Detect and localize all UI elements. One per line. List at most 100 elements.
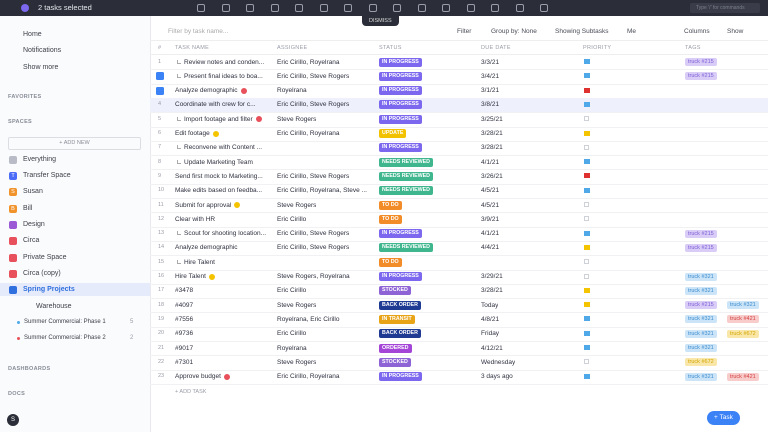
- space-item[interactable]: Private Space: [23, 253, 67, 261]
- task-name[interactable]: Edit footage: [175, 130, 210, 137]
- command-search[interactable]: Type '/' for commands: [690, 3, 760, 13]
- folder[interactable]: Warehouse: [36, 303, 72, 310]
- toolbar-icon[interactable]: [515, 4, 524, 12]
- due-date[interactable]: 3/25/21: [481, 115, 503, 123]
- priority-flag[interactable]: [584, 359, 589, 365]
- toolbar-icon[interactable]: [319, 4, 328, 12]
- assignee[interactable]: Royelrana: [277, 87, 307, 95]
- due-date[interactable]: 4/12/21: [481, 344, 503, 352]
- status-pill[interactable]: IN PROGRESS: [379, 71, 422, 81]
- task-name[interactable]: Approve budget: [175, 373, 221, 381]
- task-name[interactable]: #7301: [175, 358, 194, 366]
- assignee[interactable]: Royelrana, Eric Cirillo: [277, 315, 340, 323]
- status-pill[interactable]: IN TRANSIT: [379, 314, 415, 324]
- space-item[interactable]: Spring Projects: [23, 286, 75, 294]
- task-name[interactable]: #7556: [175, 315, 194, 323]
- column-header[interactable]: TASK NAME: [175, 45, 210, 51]
- tag[interactable]: truck #215: [685, 58, 717, 66]
- space-item[interactable]: Transfer Space: [23, 172, 71, 179]
- task-name[interactable]: Analyze demographic: [175, 87, 238, 95]
- column-header[interactable]: PRIORITY: [583, 45, 612, 51]
- assignee[interactable]: Eric Cirillo, Royelrana: [277, 58, 340, 66]
- due-date[interactable]: 3/28/21: [481, 144, 503, 152]
- tag[interactable]: truck #215: [685, 301, 717, 310]
- nav-home[interactable]: Home: [23, 31, 42, 38]
- assignee[interactable]: Eric Cirillo, Steve Rogers: [277, 101, 350, 109]
- tag[interactable]: truck #321: [685, 329, 717, 338]
- task-name[interactable]: Scout for shooting location...: [184, 230, 267, 238]
- due-date[interactable]: 3/3/21: [481, 58, 500, 66]
- toolbar-icon[interactable]: [393, 4, 401, 12]
- new-task-button[interactable]: + Task: [707, 411, 740, 425]
- status-pill[interactable]: IN PROGRESS: [379, 143, 422, 153]
- assignee[interactable]: Steve Rogers: [277, 301, 317, 309]
- priority-flag[interactable]: [584, 345, 590, 350]
- priority-flag[interactable]: [584, 173, 590, 179]
- priority-flag[interactable]: [584, 116, 589, 122]
- space-item[interactable]: Susan: [23, 188, 43, 196]
- row-checkbox[interactable]: [156, 86, 164, 95]
- assignee[interactable]: Steve Rogers, Royelrana: [277, 273, 350, 280]
- toolbar-icon[interactable]: [417, 4, 426, 12]
- task-name[interactable]: Present final ideas to boa...: [184, 72, 263, 80]
- status-pill[interactable]: NEEDS REVIEWED: [379, 171, 433, 181]
- column-header[interactable]: #: [158, 45, 162, 51]
- priority-flag[interactable]: [584, 87, 590, 93]
- due-date[interactable]: Friday: [481, 330, 500, 338]
- task-name[interactable]: #4097: [175, 301, 194, 309]
- priority-flag[interactable]: [584, 130, 590, 136]
- due-date[interactable]: 4/5/21: [481, 187, 500, 195]
- toolbar-icon[interactable]: [540, 4, 548, 12]
- priority-flag[interactable]: [584, 202, 589, 207]
- due-date[interactable]: 4/1/21: [481, 230, 500, 238]
- nav-notifications[interactable]: Notifications: [23, 47, 62, 54]
- assignee[interactable]: Eric Cirillo, Steve Rogers: [277, 244, 350, 252]
- priority-flag[interactable]: [584, 259, 589, 265]
- status-pill[interactable]: IN PROGRESS: [379, 372, 422, 382]
- tag[interactable]: truck #421: [727, 372, 759, 381]
- space-item[interactable]: Circa (copy): [23, 269, 61, 277]
- tag[interactable]: truck #672: [727, 329, 759, 338]
- tag[interactable]: truck #215: [685, 243, 717, 252]
- spaces-heading[interactable]: SPACES: [8, 119, 33, 125]
- priority-flag[interactable]: [584, 330, 590, 336]
- status-pill[interactable]: IN PROGRESS: [379, 114, 422, 124]
- due-date[interactable]: 3/26/21: [481, 172, 503, 180]
- space-item[interactable]: Design: [23, 220, 45, 228]
- task-name[interactable]: Hire Talent: [175, 273, 206, 280]
- toolbar-icon[interactable]: [442, 4, 450, 12]
- due-date[interactable]: 3/28/21: [481, 130, 503, 137]
- priority-flag[interactable]: [584, 59, 590, 64]
- task-name[interactable]: Analyze demographic: [175, 244, 238, 252]
- toolbar-icon[interactable]: [344, 4, 352, 12]
- assignee[interactable]: Eric Cirillo, Steve Rogers: [277, 72, 350, 80]
- column-header[interactable]: STATUS: [379, 45, 402, 51]
- status-pill[interactable]: NEEDS REVIEWED: [379, 243, 433, 253]
- task-name[interactable]: Coordinate with crew for c...: [175, 101, 256, 109]
- assignee[interactable]: Steve Rogers: [277, 358, 317, 366]
- status-pill[interactable]: NEEDS REVIEWED: [379, 157, 433, 167]
- due-date[interactable]: 4/4/21: [481, 244, 500, 252]
- status-pill[interactable]: IN PROGRESS: [379, 229, 422, 239]
- add-space-button[interactable]: + ADD NEW: [8, 137, 141, 150]
- priority-flag[interactable]: [584, 273, 589, 279]
- priority-flag[interactable]: [584, 144, 589, 150]
- due-date[interactable]: 3/29/21: [481, 273, 503, 280]
- due-date[interactable]: 3/1/21: [481, 87, 500, 95]
- status-pill[interactable]: STOCKED: [379, 357, 411, 367]
- task-name[interactable]: #3478: [175, 287, 194, 295]
- priority-flag[interactable]: [584, 373, 590, 379]
- everything[interactable]: Everything: [23, 156, 57, 163]
- toolbar-icon[interactable]: [295, 4, 303, 12]
- space-item[interactable]: Circa: [23, 237, 40, 245]
- priority-flag[interactable]: [584, 302, 590, 308]
- due-date[interactable]: 3/9/21: [481, 215, 500, 223]
- user-avatar[interactable]: S: [7, 414, 19, 426]
- assignee[interactable]: Eric Cirillo, Royelrana, Steve ...: [277, 187, 367, 195]
- task-name[interactable]: Reconvene with Content ...: [184, 144, 263, 152]
- assignee[interactable]: Eric Cirillo, Royelrana: [277, 373, 340, 381]
- show-button[interactable]: Show: [727, 28, 744, 35]
- priority-flag[interactable]: [584, 316, 590, 322]
- status-pill[interactable]: TO DO: [379, 200, 402, 210]
- priority-flag[interactable]: [584, 159, 590, 165]
